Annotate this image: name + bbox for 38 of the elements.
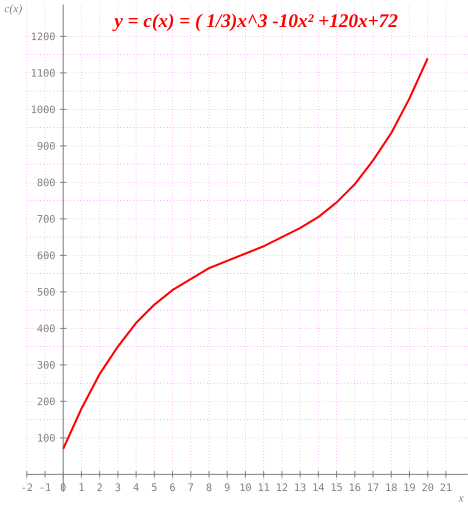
y-tick-label: 1000 [32, 105, 55, 114]
y-tick-label: 200 [38, 397, 55, 406]
x-tick-label: 19 [404, 483, 415, 492]
x-tick-label: -1 [40, 483, 50, 491]
x-tick-label: 16 [350, 483, 360, 492]
x-tick-label: 10 [240, 483, 251, 492]
x-tick-label: 15 [331, 483, 342, 492]
x-tick-label: 3 [115, 483, 120, 492]
chart-title: y = c(x) = ( 1/3)x^3 -10x² +120x+72 [112, 14, 398, 32]
x-tick-label: 12 [276, 483, 288, 492]
x-tick-label: 2 [97, 483, 102, 492]
x-tick-label: 11 [258, 483, 270, 491]
x-tick-label: 17 [368, 483, 378, 491]
x-axis-title: x [458, 496, 464, 502]
y-tick-label: 1200 [32, 32, 55, 40]
x-tick-label: 13 [295, 483, 306, 492]
y-tick-label: 700 [37, 214, 55, 223]
y-tick-label: 400 [37, 324, 55, 332]
x-tick-label: -2 [22, 483, 32, 492]
x-tick-label: 7 [188, 483, 193, 491]
x-tick-label: 18 [386, 483, 397, 492]
x-tick-label: 4 [133, 483, 139, 491]
x-tick-label: 9 [224, 483, 230, 492]
y-axis-title: c(x) [4, 4, 22, 15]
y-tick-label: 100 [38, 434, 55, 442]
y-tick-label: 1100 [32, 68, 55, 77]
x-tick-label: 20 [422, 483, 434, 492]
y-tick-label: 900 [37, 142, 55, 150]
x-tick-label: 6 [170, 483, 175, 492]
x-tick-label: 14 [313, 483, 324, 491]
y-tick-label: 300 [37, 360, 55, 369]
x-tick-label: 1 [79, 483, 84, 491]
x-tick-label: 8 [206, 483, 212, 492]
y-tick-label: 600 [37, 251, 55, 260]
x-tick-label: 5 [152, 483, 156, 492]
y-tick-label: 800 [37, 178, 55, 186]
x-tick-label: 21 [440, 483, 452, 492]
y-tick-label: 500 [38, 288, 55, 296]
